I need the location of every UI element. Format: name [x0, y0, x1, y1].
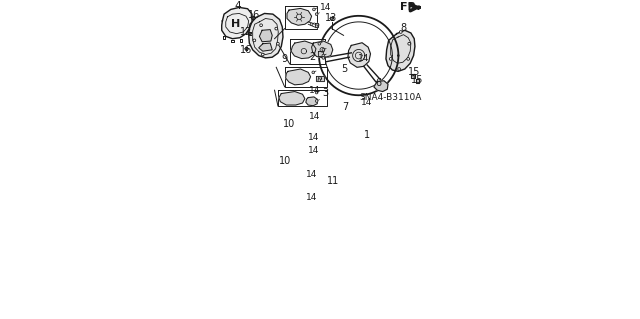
Text: 14: 14: [321, 3, 332, 12]
Circle shape: [253, 39, 256, 42]
Circle shape: [260, 24, 262, 26]
Polygon shape: [318, 51, 323, 56]
Polygon shape: [249, 13, 283, 58]
Polygon shape: [312, 41, 333, 58]
Polygon shape: [416, 79, 419, 83]
Text: 3: 3: [322, 87, 328, 98]
Circle shape: [312, 8, 316, 11]
Text: 14: 14: [308, 146, 319, 155]
Polygon shape: [221, 7, 252, 39]
Circle shape: [322, 56, 324, 59]
Text: 9: 9: [282, 54, 288, 64]
Circle shape: [408, 42, 410, 45]
Circle shape: [316, 13, 318, 16]
Text: H: H: [231, 19, 241, 29]
Polygon shape: [287, 8, 312, 25]
Polygon shape: [348, 43, 371, 67]
Circle shape: [407, 57, 410, 60]
Text: 5: 5: [342, 64, 348, 74]
Polygon shape: [285, 69, 310, 85]
Circle shape: [331, 18, 333, 19]
Polygon shape: [259, 30, 272, 42]
Text: 14: 14: [358, 55, 369, 63]
Circle shape: [275, 27, 278, 30]
Circle shape: [318, 79, 321, 81]
Text: 13: 13: [324, 12, 337, 23]
Text: 14: 14: [362, 98, 373, 107]
Text: 16: 16: [240, 46, 252, 56]
Polygon shape: [386, 30, 415, 71]
Polygon shape: [259, 43, 272, 51]
Text: 14: 14: [308, 133, 319, 142]
Polygon shape: [315, 23, 318, 27]
Circle shape: [318, 42, 321, 45]
Text: 15: 15: [412, 75, 424, 85]
Circle shape: [322, 48, 324, 51]
Circle shape: [316, 100, 318, 102]
Text: 11: 11: [327, 176, 340, 186]
Circle shape: [397, 68, 401, 70]
Circle shape: [312, 71, 315, 74]
Circle shape: [322, 54, 324, 57]
Text: 16: 16: [248, 10, 260, 20]
Text: 14: 14: [306, 170, 317, 179]
Circle shape: [316, 91, 318, 94]
Circle shape: [250, 33, 251, 34]
Polygon shape: [374, 81, 388, 92]
Text: 15: 15: [408, 67, 420, 78]
Text: 10: 10: [278, 156, 291, 166]
Circle shape: [316, 25, 318, 28]
Circle shape: [276, 42, 279, 45]
Text: 10: 10: [283, 119, 295, 129]
Text: 2: 2: [308, 52, 315, 62]
Circle shape: [261, 53, 264, 56]
Polygon shape: [316, 76, 324, 81]
Polygon shape: [412, 74, 415, 78]
Polygon shape: [291, 41, 316, 59]
Text: 8: 8: [401, 23, 406, 33]
Circle shape: [246, 48, 248, 50]
Text: 12: 12: [240, 27, 252, 37]
Text: 7: 7: [342, 102, 348, 112]
Text: 14: 14: [309, 86, 320, 95]
Text: FR.: FR.: [400, 3, 420, 12]
Polygon shape: [306, 97, 317, 106]
Text: 6: 6: [375, 78, 381, 88]
Text: 14: 14: [306, 193, 317, 203]
Polygon shape: [279, 92, 305, 105]
Circle shape: [252, 17, 253, 19]
Text: 4: 4: [234, 1, 241, 11]
Circle shape: [389, 57, 392, 60]
Text: SNA4-B3110A: SNA4-B3110A: [360, 93, 422, 102]
Circle shape: [310, 23, 313, 26]
Text: 1: 1: [364, 130, 370, 140]
Circle shape: [399, 31, 402, 33]
Text: 14: 14: [309, 112, 321, 121]
